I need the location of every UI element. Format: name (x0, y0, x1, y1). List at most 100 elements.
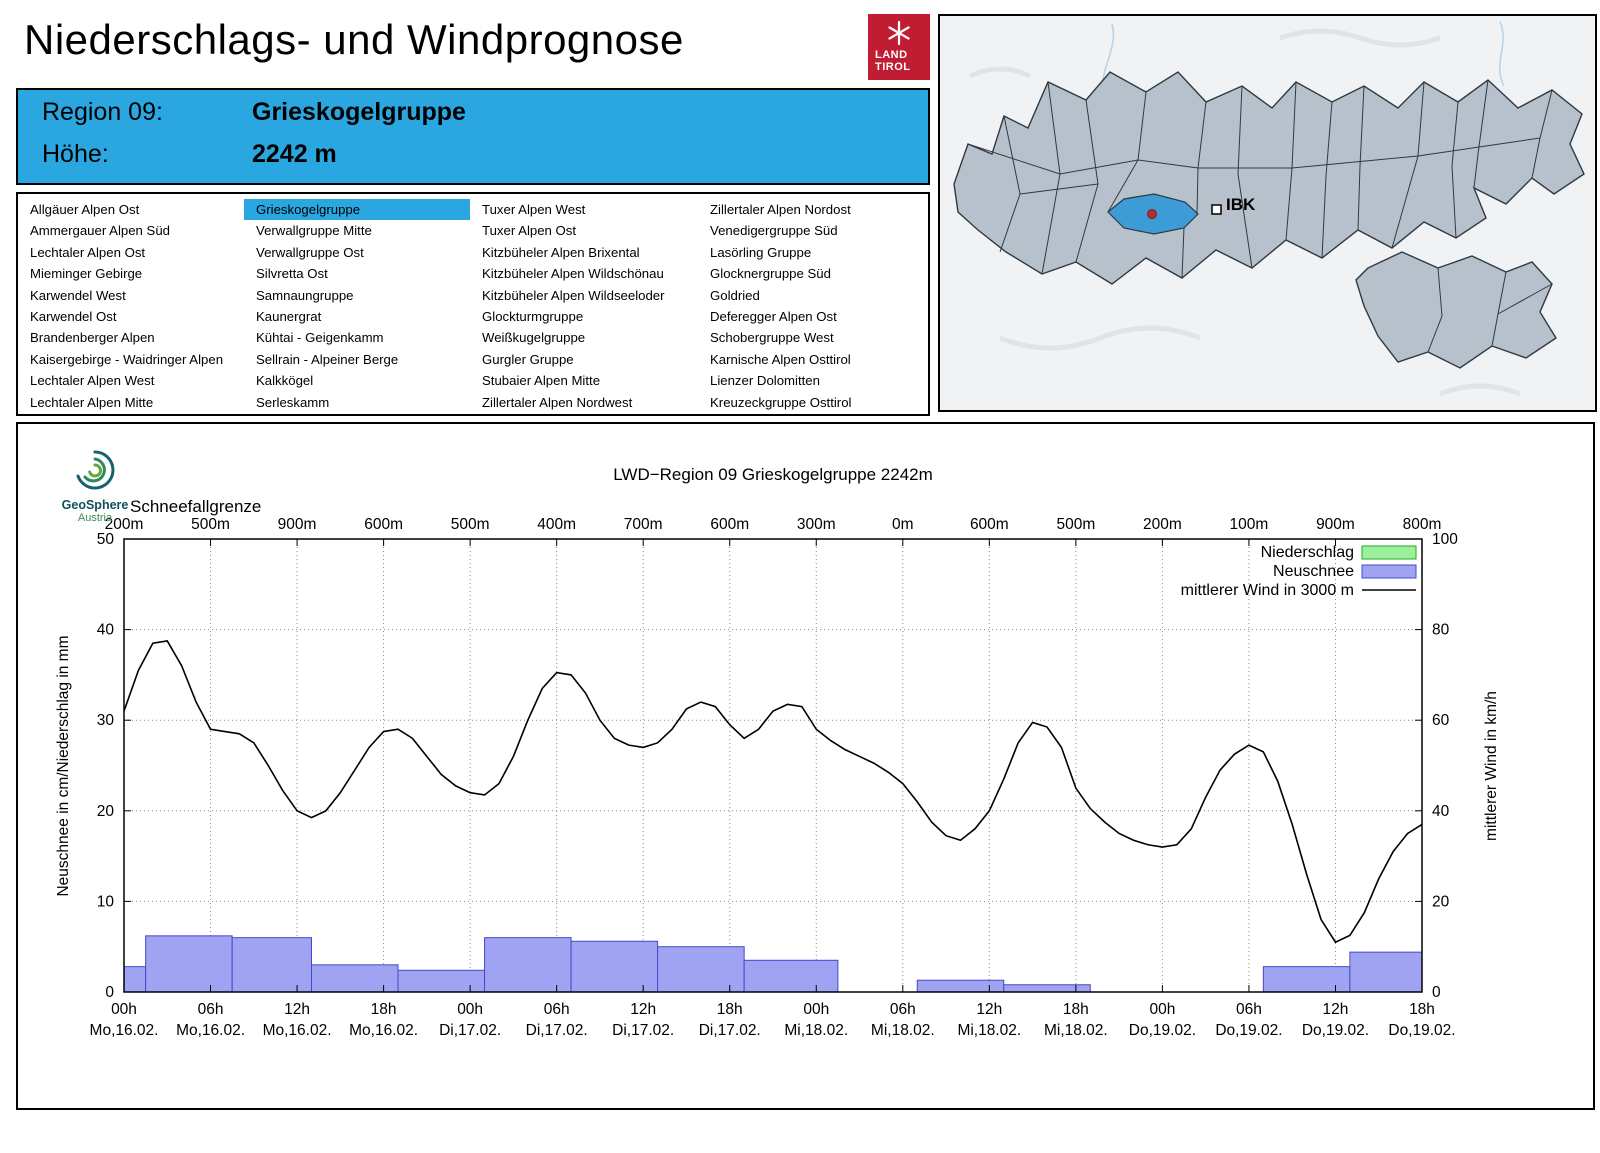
station-marker-dot (1147, 209, 1157, 219)
region-list-item[interactable]: Kaunergrat (256, 308, 322, 324)
region-list-item[interactable]: Zillertaler Alpen Nordost (710, 202, 851, 217)
region-list-item[interactable]: Kreuzeckgruppe Osttirol (710, 394, 852, 410)
legend-swatch (1361, 545, 1417, 560)
bar (743, 959, 839, 993)
x-tick-hour: 12h (976, 1001, 1002, 1018)
y-tick-right: 40 (1432, 803, 1450, 820)
region-list-item[interactable]: Gurgler Gruppe (482, 351, 574, 367)
x-tick-date: Di,17.02. (526, 1022, 588, 1039)
bar (484, 937, 572, 993)
region-list-item[interactable]: Karnische Alpen Osttirol (710, 351, 851, 367)
y-tick-left: 0 (105, 984, 114, 1001)
region-value: Grieskogelgruppe (252, 98, 466, 126)
snowline-value: 600m (970, 516, 1009, 533)
region-list-item[interactable]: Goldried (710, 287, 760, 303)
region-column-2: Grieskogelgruppe Verwallgruppe Mitte Verwa… (244, 199, 470, 414)
region-row: Region 09: Grieskogelgruppe (18, 98, 928, 138)
x-tick-date: Mi,18.02. (957, 1022, 1021, 1039)
y-tick-left: 20 (97, 803, 115, 820)
region-list-item[interactable]: Samnaungruppe (256, 287, 354, 303)
ylabel-right: mittlerer Wind in km/h (1483, 691, 1500, 841)
land-tirol-logo: LAND TIROL (868, 14, 930, 80)
x-tick-hour: 18h (717, 1001, 743, 1018)
region-list-item[interactable]: Glocknergruppe Süd (710, 266, 831, 282)
x-tick-date: Mo,16.02. (263, 1022, 332, 1039)
region-list-item-selected[interactable]: Grieskogelgruppe (244, 199, 470, 221)
region-column-4: Zillertaler Alpen Nordost Venedigergruppe… (698, 199, 926, 414)
region-list-item[interactable]: Karwendel West (30, 287, 126, 303)
region-list-item[interactable]: Kitzbüheler Alpen Brixental (482, 244, 640, 260)
region-list-item[interactable]: Tuxer Alpen Ost (482, 223, 577, 239)
region-list-item[interactable]: Kitzbüheler Alpen Wildseeloder (482, 287, 665, 303)
region-list-item[interactable]: Kaisergebirge - Waidringer Alpen (30, 351, 224, 367)
region-list-item[interactable]: Lechtaler Alpen Ost (30, 244, 146, 260)
region-list-item[interactable]: Glockturmgruppe (482, 308, 584, 324)
y-tick-right: 60 (1432, 712, 1450, 729)
logo-line2: TIROL (875, 61, 911, 73)
x-tick-hour: 18h (1063, 1001, 1089, 1018)
snowline-value: 900m (1316, 516, 1355, 533)
x-tick-date: Do,19.02. (1302, 1022, 1369, 1039)
forecast-chart-panel: LWD−Region 09 Grieskogelgruppe 2242m Schn… (16, 422, 1595, 1110)
bar (916, 979, 1005, 993)
x-tick-date: Mo,16.02. (176, 1022, 245, 1039)
region-list-item[interactable]: Brandenberger Alpen (30, 330, 155, 346)
logo-line1: LAND (875, 49, 908, 61)
x-tick-date: Di,17.02. (439, 1022, 501, 1039)
plot-border (123, 538, 1423, 993)
land-tirol-logo-text: LAND TIROL (868, 49, 930, 73)
region-list-item[interactable]: Tuxer Alpen West (482, 202, 586, 217)
region-list-item[interactable]: Lienzer Dolomitten (710, 373, 820, 389)
bar (310, 964, 399, 993)
x-tick-hour: 12h (630, 1001, 656, 1018)
altitude-label: Höhe: (42, 140, 109, 168)
region-list-item[interactable]: Lechtaler Alpen Mitte (30, 394, 154, 410)
y-tick-left: 50 (97, 531, 115, 548)
region-list-item[interactable]: Venedigergruppe Süd (710, 223, 838, 239)
forecast-chart-svg: LWD−Region 09 Grieskogelgruppe 2242m Schn… (55, 465, 1500, 1039)
x-tick-hour: 12h (284, 1001, 310, 1018)
y-tick-right: 100 (1432, 531, 1458, 548)
region-list-item[interactable]: Lasörling Gruppe (710, 244, 812, 260)
bar (657, 946, 745, 993)
y-tick-right: 0 (1432, 984, 1441, 1001)
region-list-item[interactable]: Zillertaler Alpen Nordwest (482, 394, 633, 410)
region-list-item[interactable]: Deferegger Alpen Ost (710, 308, 837, 324)
chart-title: LWD−Region 09 Grieskogelgruppe 2242m (613, 465, 933, 484)
snowline-value: 100m (1230, 516, 1269, 533)
region-list-item[interactable]: Serleskamm (256, 394, 330, 410)
region-list-item[interactable]: Stubaier Alpen Mitte (482, 373, 601, 389)
tirol-map-svg: IBK (953, 21, 1585, 397)
x-tick-date: Mi,18.02. (784, 1022, 848, 1039)
bar (1349, 951, 1423, 993)
region-list-item[interactable]: Mieminger Gebirge (30, 266, 143, 282)
region-list-item[interactable]: Kalkkögel (256, 373, 314, 389)
region-list-item[interactable]: Kitzbüheler Alpen Wildschönau (482, 266, 664, 282)
region-list-item[interactable]: Verwallgruppe Mitte (256, 223, 372, 239)
region-list-item[interactable]: Kühtai - Geigenkamm (256, 330, 384, 346)
chart-grid (124, 539, 1422, 992)
terrain-texture (968, 28, 1521, 397)
x-tick-hour: 06h (198, 1001, 224, 1018)
region-list-item[interactable]: Karwendel Ost (30, 308, 117, 324)
region-list-item[interactable]: Allgäuer Alpen Ost (30, 202, 140, 217)
page-title: Niederschlags- und Windprognose (24, 16, 684, 63)
x-tick-hour: 06h (890, 1001, 916, 1018)
region-list-item[interactable]: Verwallgruppe Ost (256, 244, 364, 260)
region-label: Region 09: (42, 98, 163, 126)
region-list-item[interactable]: Lechtaler Alpen West (30, 373, 155, 389)
region-banner: Region 09: Grieskogelgruppe Höhe: 2242 m (16, 88, 930, 185)
bar (145, 935, 233, 993)
region-list: Allgäuer Alpen Ost Ammergauer Alpen Süd Le… (16, 192, 930, 416)
region-list-item[interactable]: Weißkugelgruppe (482, 330, 586, 346)
region-list-item[interactable]: Schobergruppe West (710, 330, 834, 346)
bar (397, 969, 486, 993)
region-list-item[interactable]: Ammergauer Alpen Süd (30, 223, 171, 239)
bar (1262, 966, 1351, 993)
region-list-item[interactable]: Sellrain - Alpeiner Berge (256, 351, 399, 367)
snowline-value: 600m (710, 516, 749, 533)
x-tick-date: Mi,18.02. (1044, 1022, 1108, 1039)
x-tick-hour: 00h (111, 1001, 137, 1018)
region-list-item[interactable]: Silvretta Ost (256, 266, 328, 282)
